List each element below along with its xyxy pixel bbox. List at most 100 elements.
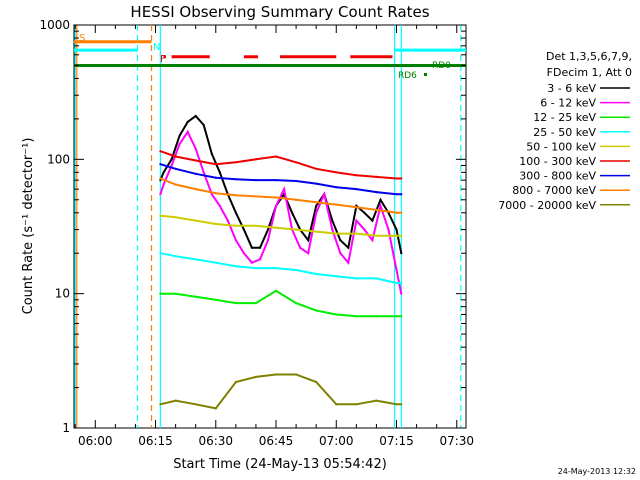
flag-label-n: N [153, 42, 160, 53]
data-point [315, 201, 318, 204]
series-line-50-100-kev [160, 214, 402, 237]
data-point [234, 178, 237, 181]
series-layer [159, 114, 403, 410]
data-point [174, 183, 177, 186]
data-point [274, 204, 278, 207]
data-point [295, 302, 298, 305]
data-point [258, 258, 262, 261]
data-point [234, 224, 237, 227]
data-point [234, 161, 237, 164]
data-point [254, 375, 257, 378]
data-point [375, 191, 378, 194]
data-point [254, 158, 257, 161]
legend-header-line-1: Det 1,3,5,6,7,9, [546, 50, 632, 63]
data-point [266, 239, 270, 242]
data-point [174, 292, 177, 295]
data-point [234, 380, 237, 384]
flag-labels: S N F RD0 RD6 [79, 33, 451, 81]
data-point [274, 289, 278, 292]
data-point [234, 302, 237, 305]
legend-label: 300 - 800 keV [519, 170, 596, 183]
legend-label: 100 - 300 keV [519, 155, 596, 168]
data-point [375, 175, 378, 178]
data-point [186, 130, 189, 133]
data-point [400, 292, 403, 295]
flag-segments-layer [74, 40, 466, 67]
data-point [395, 211, 398, 214]
x-tick-label: 07:00 [319, 434, 354, 448]
data-point [375, 277, 378, 280]
data-point [295, 161, 298, 164]
y-axis-label: Count Rate (s⁻¹ detector⁻¹) [21, 138, 36, 315]
data-point [347, 261, 350, 264]
data-point [371, 219, 374, 222]
data-point [186, 120, 189, 123]
legend-label: 7000 - 20000 keV [498, 199, 596, 212]
flag-label-s: S [79, 33, 85, 44]
data-point [375, 234, 378, 237]
data-point [174, 255, 177, 258]
data-point [395, 281, 398, 285]
x-tick-label: 07:30 [439, 434, 474, 448]
data-point [194, 147, 197, 150]
data-point [159, 193, 162, 196]
x-tick-label: 06:15 [138, 434, 173, 448]
data-point [335, 232, 338, 235]
data-point [395, 193, 398, 196]
data-point [379, 198, 382, 201]
data-point [178, 142, 181, 146]
data-point [194, 114, 197, 118]
data-point [315, 182, 318, 185]
data-point [162, 171, 165, 174]
data-point [234, 239, 237, 242]
data-point [254, 224, 257, 227]
data-point [335, 171, 338, 174]
data-point [395, 403, 398, 406]
y-tick-label: 1 [62, 421, 70, 435]
data-point [159, 214, 162, 217]
data-point [194, 219, 197, 222]
data-point [331, 219, 334, 222]
data-point [375, 208, 378, 211]
data-point [162, 183, 165, 186]
data-point [355, 315, 358, 318]
data-point [174, 155, 177, 158]
data-point [159, 150, 162, 153]
data-point [170, 164, 173, 167]
series-line-12-25-kev [160, 289, 402, 318]
plot-frame [73, 24, 467, 429]
data-point [400, 177, 403, 180]
legend-header-line-2: FDecim 1, Att 0 [547, 66, 632, 79]
data-point [315, 167, 318, 170]
x-tick-label: 07:15 [379, 434, 414, 448]
data-point [194, 172, 197, 175]
data-point [295, 268, 298, 272]
data-point [214, 176, 217, 179]
data-point [355, 188, 358, 191]
data-point [254, 179, 257, 182]
data-point [234, 194, 237, 197]
data-point [335, 313, 338, 316]
data-point [274, 226, 278, 229]
y-tick-label: 10 [55, 287, 70, 301]
data-point [355, 232, 358, 235]
data-point [283, 188, 286, 191]
data-point [400, 211, 403, 214]
data-point [315, 230, 318, 233]
data-point [295, 198, 298, 201]
data-point [174, 216, 177, 219]
data-point [202, 171, 205, 174]
legend-label: 12 - 25 keV [533, 111, 596, 124]
data-point [355, 277, 358, 280]
data-point [174, 167, 177, 170]
data-point [202, 123, 205, 127]
data-point [254, 302, 257, 305]
x-tick-label: 06:30 [198, 434, 233, 448]
series-line-7000-20000-kev [160, 373, 402, 410]
x-axis: 06:00 06:15 06:30 06:45 07:00 07:15 07:30 [74, 25, 474, 448]
data-point [234, 265, 237, 268]
flag-label-rd6: RD6 [398, 71, 417, 81]
data-point [194, 403, 197, 406]
legend-label: 25 - 50 keV [533, 126, 596, 139]
